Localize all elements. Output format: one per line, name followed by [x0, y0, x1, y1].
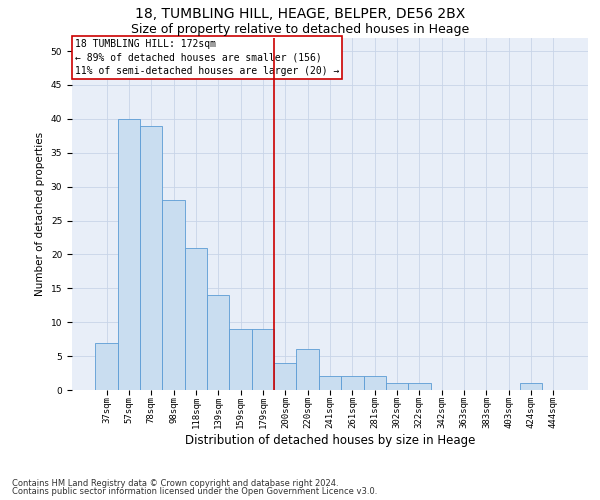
Bar: [185, 248, 207, 390]
Bar: [408, 383, 431, 390]
X-axis label: Distribution of detached houses by size in Heage: Distribution of detached houses by size …: [185, 434, 475, 447]
Text: 18, TUMBLING HILL, HEAGE, BELPER, DE56 2BX: 18, TUMBLING HILL, HEAGE, BELPER, DE56 2…: [135, 8, 465, 22]
Text: 18 TUMBLING HILL: 172sqm
← 89% of detached houses are smaller (156)
11% of semi-: 18 TUMBLING HILL: 172sqm ← 89% of detach…: [74, 40, 339, 76]
Y-axis label: Number of detached properties: Number of detached properties: [35, 132, 45, 296]
Bar: [386, 383, 408, 390]
Bar: [95, 342, 118, 390]
Bar: [252, 329, 274, 390]
Bar: [229, 329, 252, 390]
Text: Contains HM Land Registry data © Crown copyright and database right 2024.: Contains HM Land Registry data © Crown c…: [12, 478, 338, 488]
Bar: [296, 350, 319, 390]
Bar: [364, 376, 386, 390]
Bar: [118, 119, 140, 390]
Bar: [341, 376, 364, 390]
Bar: [319, 376, 341, 390]
Bar: [207, 295, 229, 390]
Bar: [140, 126, 163, 390]
Bar: [520, 383, 542, 390]
Bar: [274, 363, 296, 390]
Bar: [163, 200, 185, 390]
Text: Size of property relative to detached houses in Heage: Size of property relative to detached ho…: [131, 22, 469, 36]
Text: Contains public sector information licensed under the Open Government Licence v3: Contains public sector information licen…: [12, 487, 377, 496]
